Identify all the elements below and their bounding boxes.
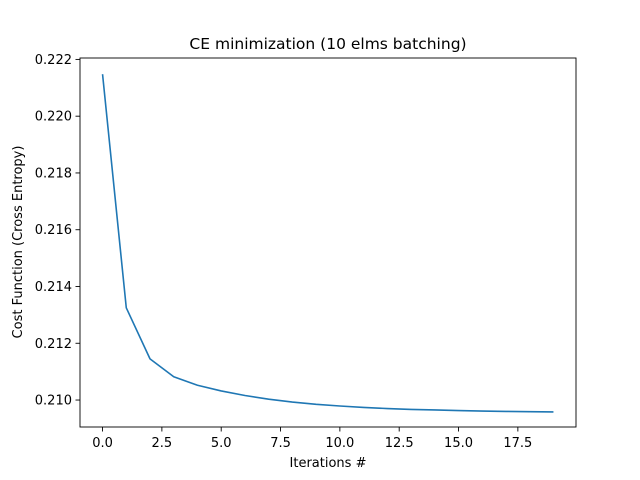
y-tick-label: 0.214	[35, 280, 72, 295]
y-tick-label: 0.220	[35, 110, 72, 125]
series-line-0	[101, 74, 554, 413]
x-tick-label: 12.5	[385, 436, 414, 451]
y-tick-label: 0.218	[35, 166, 72, 181]
x-tick-label: 15.0	[444, 436, 473, 451]
y-tick-label: 0.222	[35, 53, 72, 68]
x-axis-label: Iterations #	[290, 456, 367, 471]
x-tick-label: 7.5	[270, 436, 291, 451]
x-tick-label: 5.0	[211, 436, 232, 451]
y-axis-label: Cost Function (Cross Entropy)	[11, 146, 26, 339]
x-tick-label: 0.0	[92, 436, 113, 451]
x-tick-label: 2.5	[152, 436, 173, 451]
y-tick-label: 0.212	[35, 337, 72, 352]
y-tick-label: 0.210	[35, 394, 72, 409]
x-tick-label: 17.5	[503, 436, 532, 451]
chart-title: CE minimization (10 elms batching)	[189, 35, 466, 53]
x-axis: 0.0 2.5 5.0 7.5 10.0 12.5 15.0 17.5	[92, 427, 532, 451]
y-axis: 0.210 0.212 0.214 0.216 0.218 0.220 0.222	[35, 53, 80, 409]
plot-area	[79, 57, 577, 428]
y-tick-label: 0.216	[35, 223, 72, 238]
plot-frame	[79, 57, 577, 428]
x-tick-label: 10.0	[325, 436, 354, 451]
